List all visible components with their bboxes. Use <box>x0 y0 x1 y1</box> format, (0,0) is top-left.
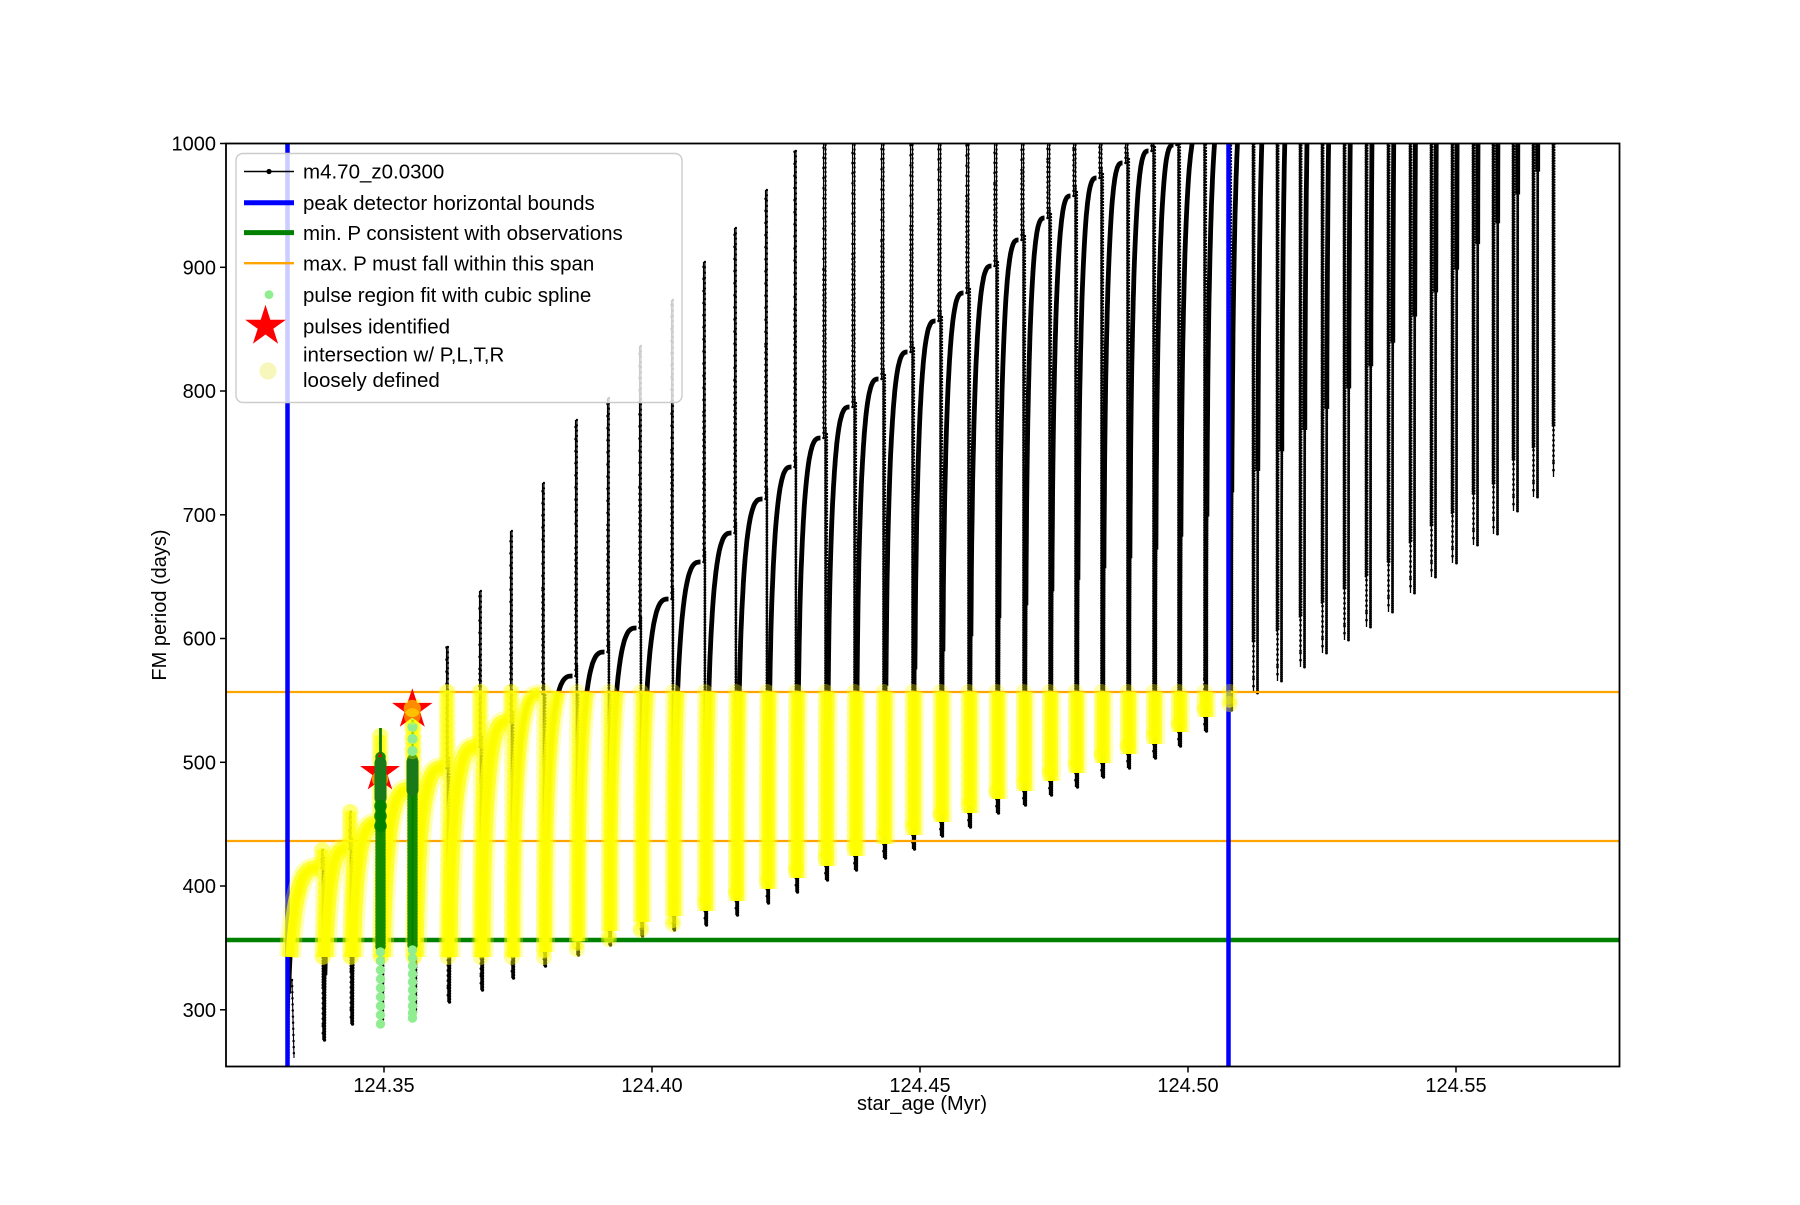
svg-text:600: 600 <box>183 629 216 651</box>
svg-text:max. P must fall within this s: max. P must fall within this span <box>303 252 594 275</box>
svg-text:loosely defined: loosely defined <box>303 369 440 392</box>
svg-text:124.55: 124.55 <box>1425 1075 1486 1097</box>
svg-text:min. P consistent with observa: min. P consistent with observations <box>303 222 623 245</box>
svg-text:124.50: 124.50 <box>1157 1075 1218 1097</box>
svg-text:1000: 1000 <box>172 134 217 156</box>
svg-text:900: 900 <box>183 257 216 279</box>
svg-text:m4.70_z0.0300: m4.70_z0.0300 <box>303 161 444 184</box>
svg-text:400: 400 <box>183 876 216 898</box>
svg-text:500: 500 <box>183 752 216 774</box>
svg-text:FM period (days): FM period (days) <box>149 529 171 680</box>
svg-text:pulse region fit with cubic sp: pulse region fit with cubic spline <box>303 284 591 307</box>
svg-text:pulses identified: pulses identified <box>303 316 450 339</box>
svg-text:700: 700 <box>183 505 216 527</box>
svg-text:star_age (Myr): star_age (Myr) <box>857 1093 987 1115</box>
svg-text:124.40: 124.40 <box>621 1075 682 1097</box>
svg-text:124.35: 124.35 <box>353 1075 414 1097</box>
svg-text:peak detector horizontal bound: peak detector horizontal bounds <box>303 192 595 215</box>
svg-text:intersection w/ P,L,T,R: intersection w/ P,L,T,R <box>303 344 504 367</box>
svg-text:800: 800 <box>183 381 216 403</box>
svg-text:300: 300 <box>183 1000 216 1022</box>
svg-text:124.45: 124.45 <box>889 1075 950 1097</box>
